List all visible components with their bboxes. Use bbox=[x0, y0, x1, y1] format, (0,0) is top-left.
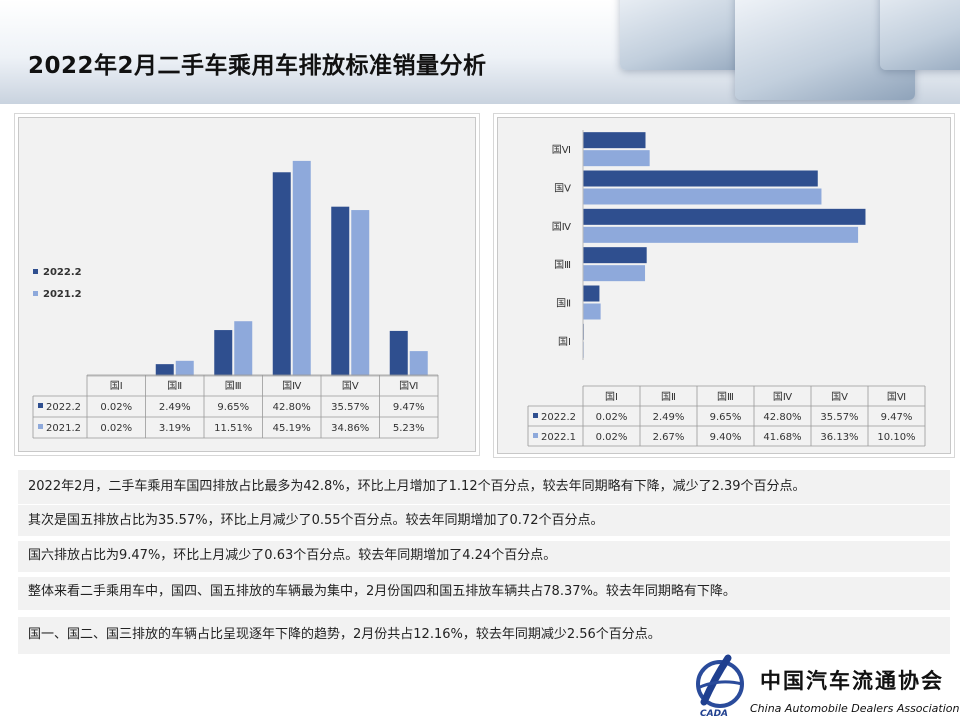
decorative-cube bbox=[880, 0, 960, 70]
category-label: 国Ⅲ bbox=[717, 391, 734, 403]
analysis-note-2: 其次是国五排放占比为35.57%，环比上月减少了0.55个百分点。较去年同期增加… bbox=[18, 505, 950, 536]
data-table: 国Ⅰ 国Ⅱ 国Ⅲ 国Ⅳ 国Ⅴ 国Ⅵ 2022.2 0.02% 2.49% 9.65% 42.80% 3… bbox=[32, 374, 439, 439]
logo-name-en: China Automobile Dealers Association bbox=[750, 702, 959, 715]
category-label: 国Ⅲ bbox=[554, 259, 571, 271]
analysis-note-5: 国一、国二、国三排放的车辆占比呈现逐年下降的趋势，2月份共占12.16%，较去年… bbox=[18, 617, 950, 654]
category-label: 国Ⅱ bbox=[661, 391, 676, 403]
bar-2021.2-2 bbox=[234, 321, 253, 376]
hbar-2022.2-3 bbox=[583, 208, 866, 225]
cada-logo: CADA 中国汽车流通协会 China Automobile Dealers A… bbox=[690, 654, 960, 720]
category-label: 国Ⅳ bbox=[552, 221, 572, 233]
table-cell: 9.65% bbox=[710, 412, 742, 423]
legend-label-2021.2: 2021.2 bbox=[43, 289, 82, 300]
bar-2022.2-4 bbox=[331, 206, 350, 376]
logo-abbr: CADA bbox=[700, 709, 728, 719]
analysis-note-3: 国六排放占比为9.47%，环比上月减少了0.63个百分点。较去年同期增加了4.2… bbox=[18, 541, 950, 572]
category-label: 国Ⅰ bbox=[558, 336, 571, 348]
table-cell: 0.02% bbox=[596, 432, 628, 443]
table-legend-swatch bbox=[533, 413, 538, 418]
category-label: 国Ⅰ bbox=[605, 391, 618, 403]
table-series-name: 2021.2 bbox=[46, 423, 81, 434]
table-cell: 34.86% bbox=[331, 423, 369, 434]
category-label: 国Ⅵ bbox=[399, 380, 418, 392]
table-cell: 45.19% bbox=[273, 423, 311, 434]
bar-chart: 国Ⅰ 国Ⅱ 国Ⅲ 国Ⅳ 国Ⅴ 国Ⅵ 国Ⅰ 国Ⅱ 国Ⅲ 国Ⅳ 国Ⅴ 国Ⅵ 2022.2 0.02% 2.49%… bbox=[527, 130, 926, 447]
page-title: 2022年2月二手车乘用车排放标准销量分析 bbox=[28, 53, 487, 79]
legend-swatch-2021.2 bbox=[33, 291, 38, 296]
analysis-note-4: 整体来看二手乘用车中，国四、国五排放的车辆最为集中，2月份国四和国五排放车辆共占… bbox=[18, 577, 950, 610]
category-label: 国Ⅴ bbox=[554, 183, 571, 195]
table-cell: 9.65% bbox=[217, 402, 249, 413]
bar-2021.2-3 bbox=[292, 160, 311, 376]
table-legend-swatch bbox=[533, 433, 538, 438]
table-cell: 2.49% bbox=[159, 402, 191, 413]
table-cell: 42.80% bbox=[273, 402, 311, 413]
analysis-note-1: 2022年2月，二手车乘用车国四排放占比最多为42.8%，环比上月增加了1.12… bbox=[18, 470, 950, 504]
table-series-name: 2022.2 bbox=[46, 402, 81, 413]
left-chart-panel: 2022.2 2021.2 国Ⅰ 国Ⅱ 国Ⅲ 国Ⅳ 国Ⅴ 国Ⅵ 2022.2 0.02% 2.49%… bbox=[18, 117, 476, 452]
table-cell: 35.57% bbox=[331, 402, 369, 413]
data-table: 国Ⅰ 国Ⅱ 国Ⅲ 国Ⅳ 国Ⅴ 国Ⅵ 2022.2 0.02% 2.49% 9.65% 42.80% 3… bbox=[527, 385, 926, 447]
logo-name-cn: 中国汽车流通协会 bbox=[760, 669, 944, 693]
bar-2021.2-5 bbox=[409, 351, 428, 376]
table-cell: 2.67% bbox=[653, 432, 685, 443]
cada-emblem-icon: CADA 中国汽车流通协会 China Automobile Dealers A… bbox=[696, 654, 959, 719]
category-label: 国Ⅳ bbox=[773, 391, 793, 403]
table-legend-swatch bbox=[38, 424, 43, 429]
bar-2021.2-4 bbox=[351, 210, 370, 376]
hbar-2022.1-5 bbox=[583, 150, 650, 167]
table-cell: 10.10% bbox=[877, 432, 915, 443]
table-series-name: 2022.1 bbox=[541, 432, 576, 443]
table-cell: 2.49% bbox=[653, 412, 685, 423]
bar-2022.2-5 bbox=[389, 330, 408, 376]
bar-2022.2-2 bbox=[214, 330, 233, 376]
category-label: 国Ⅰ bbox=[110, 380, 123, 392]
table-cell: 42.80% bbox=[763, 412, 801, 423]
bar-2022.2-1 bbox=[155, 364, 174, 376]
legend-label-2022.2: 2022.2 bbox=[43, 267, 82, 278]
hbar-2022.1-2 bbox=[583, 265, 646, 282]
hbar-2022.2-5 bbox=[583, 132, 646, 149]
table-cell: 0.02% bbox=[596, 412, 628, 423]
table-cell: 9.47% bbox=[881, 412, 913, 423]
hbar-2022.1-1 bbox=[583, 303, 601, 320]
table-series-name: 2022.2 bbox=[541, 412, 576, 423]
category-label: 国Ⅱ bbox=[556, 298, 571, 310]
bar-2022.2-3 bbox=[272, 172, 291, 376]
category-label: 国Ⅱ bbox=[167, 380, 182, 392]
hbar-2022.2-2 bbox=[583, 247, 647, 264]
table-cell: 3.19% bbox=[159, 423, 191, 434]
category-label: 国Ⅵ bbox=[552, 144, 571, 156]
table-cell: 0.02% bbox=[100, 402, 132, 413]
table-cell: 0.02% bbox=[100, 423, 132, 434]
table-cell: 5.23% bbox=[393, 423, 425, 434]
bar-2021.2-1 bbox=[175, 360, 194, 376]
table-cell: 36.13% bbox=[820, 432, 858, 443]
table-cell: 35.57% bbox=[820, 412, 858, 423]
hbar-2022.2-4 bbox=[583, 170, 818, 187]
table-cell: 9.40% bbox=[710, 432, 742, 443]
hbar-2022.2-1 bbox=[583, 285, 600, 302]
header-banner: 2022年2月二手车乘用车排放标准销量分析 bbox=[0, 0, 960, 104]
table-cell: 41.68% bbox=[763, 432, 801, 443]
right-chart-panel: 国Ⅰ 国Ⅱ 国Ⅲ 国Ⅳ 国Ⅴ 国Ⅵ 国Ⅰ 国Ⅱ 国Ⅲ 国Ⅳ 国Ⅴ 国Ⅵ 2022.2 0.02% 2.49%… bbox=[497, 117, 951, 454]
category-label: 国Ⅴ bbox=[342, 380, 359, 392]
category-label: 国Ⅵ bbox=[887, 391, 906, 403]
hbar-2022.1-3 bbox=[583, 226, 859, 243]
column-chart: 2022.2 2021.2 国Ⅰ 国Ⅱ 国Ⅲ 国Ⅳ 国Ⅴ 国Ⅵ 2022.2 0.02% 2.49%… bbox=[32, 160, 439, 439]
table-cell: 9.47% bbox=[393, 402, 425, 413]
category-label: 国Ⅴ bbox=[831, 391, 848, 403]
hbar-2022.1-4 bbox=[583, 188, 822, 205]
table-cell: 11.51% bbox=[214, 423, 252, 434]
legend-swatch-2022.2 bbox=[33, 269, 38, 274]
category-label: 国Ⅲ bbox=[225, 380, 242, 392]
category-label: 国Ⅳ bbox=[282, 380, 302, 392]
table-legend-swatch bbox=[38, 403, 43, 408]
